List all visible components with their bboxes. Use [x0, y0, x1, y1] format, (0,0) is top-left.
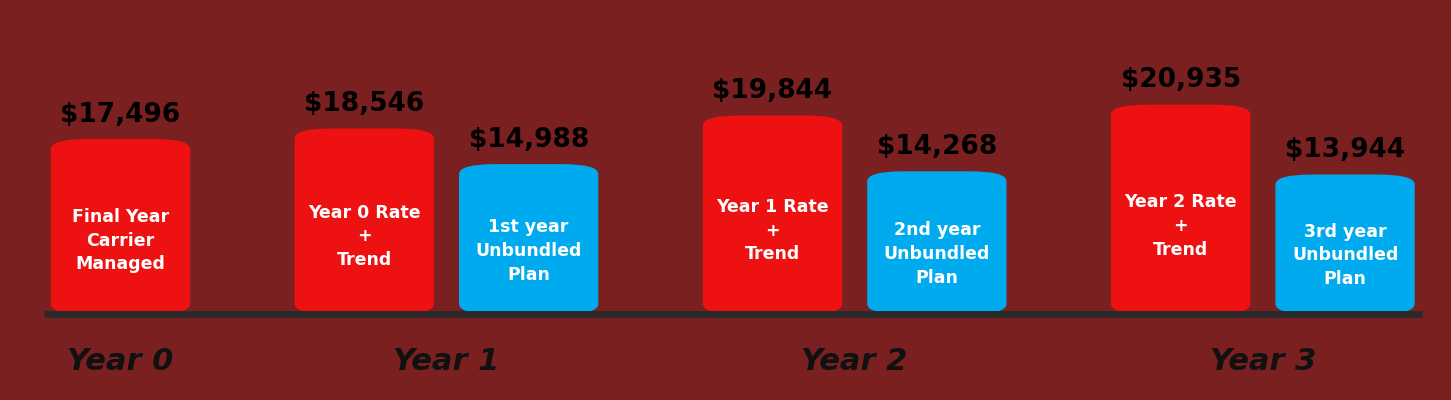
Text: $13,944: $13,944 — [1286, 137, 1405, 163]
Text: 2nd year
Unbundled
Plan: 2nd year Unbundled Plan — [884, 222, 990, 287]
Text: Year 2: Year 2 — [801, 348, 908, 376]
FancyBboxPatch shape — [459, 164, 598, 314]
Text: $19,844: $19,844 — [712, 78, 833, 104]
Text: Year 0 Rate
+
Trend: Year 0 Rate + Trend — [308, 204, 421, 269]
FancyBboxPatch shape — [1275, 174, 1415, 314]
Text: 3rd year
Unbundled
Plan: 3rd year Unbundled Plan — [1291, 223, 1399, 288]
FancyBboxPatch shape — [51, 139, 190, 314]
Text: $18,546: $18,546 — [305, 91, 424, 117]
FancyBboxPatch shape — [702, 116, 842, 314]
Text: $17,496: $17,496 — [61, 102, 180, 128]
Text: Year 1 Rate
+
Trend: Year 1 Rate + Trend — [717, 198, 829, 263]
Text: Year 0: Year 0 — [67, 348, 174, 376]
Text: Year 2 Rate
+
Trend: Year 2 Rate + Trend — [1125, 194, 1238, 259]
Text: Year 3: Year 3 — [1210, 348, 1316, 376]
FancyBboxPatch shape — [868, 171, 1007, 314]
FancyBboxPatch shape — [295, 128, 434, 314]
Text: 1st year
Unbundled
Plan: 1st year Unbundled Plan — [476, 218, 582, 284]
Text: $14,268: $14,268 — [876, 134, 997, 160]
FancyBboxPatch shape — [1111, 105, 1251, 314]
Text: Year 1: Year 1 — [393, 348, 499, 376]
Text: Final Year
Carrier
Managed: Final Year Carrier Managed — [73, 208, 168, 273]
Text: $20,935: $20,935 — [1120, 68, 1241, 94]
Text: $14,988: $14,988 — [469, 127, 589, 153]
